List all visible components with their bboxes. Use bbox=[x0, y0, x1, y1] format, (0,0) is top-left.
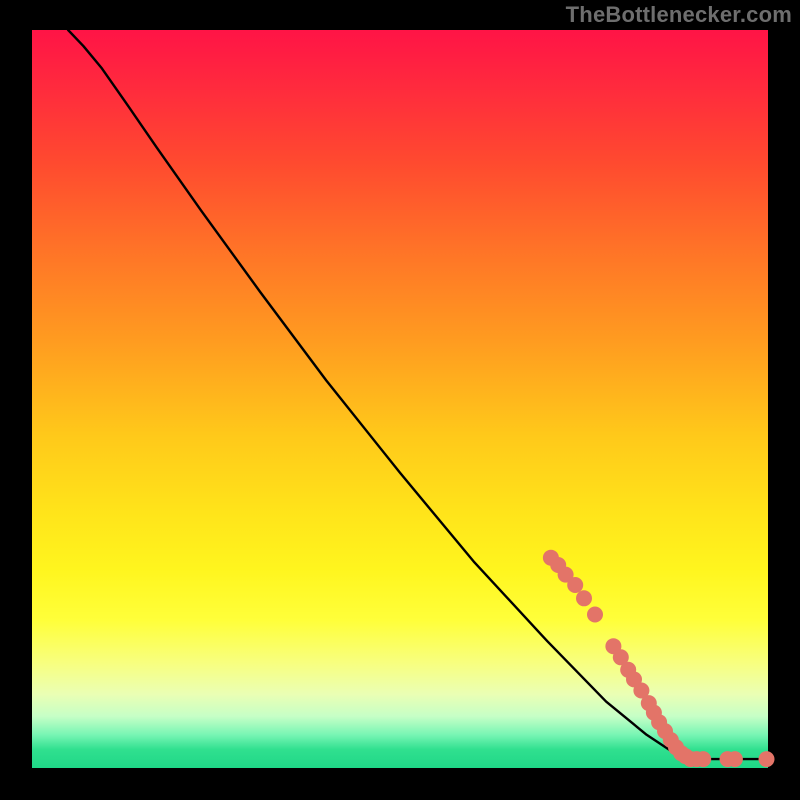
data-marker bbox=[567, 577, 583, 593]
data-marker bbox=[587, 607, 603, 623]
chart-stage: TheBottlenecker.com bbox=[0, 0, 800, 800]
plot-background bbox=[32, 30, 768, 768]
bottleneck-chart bbox=[0, 0, 800, 800]
data-marker bbox=[727, 751, 743, 767]
watermark-text: TheBottlenecker.com bbox=[566, 2, 792, 28]
data-marker bbox=[695, 751, 711, 767]
data-marker bbox=[759, 751, 775, 767]
data-marker bbox=[576, 590, 592, 606]
